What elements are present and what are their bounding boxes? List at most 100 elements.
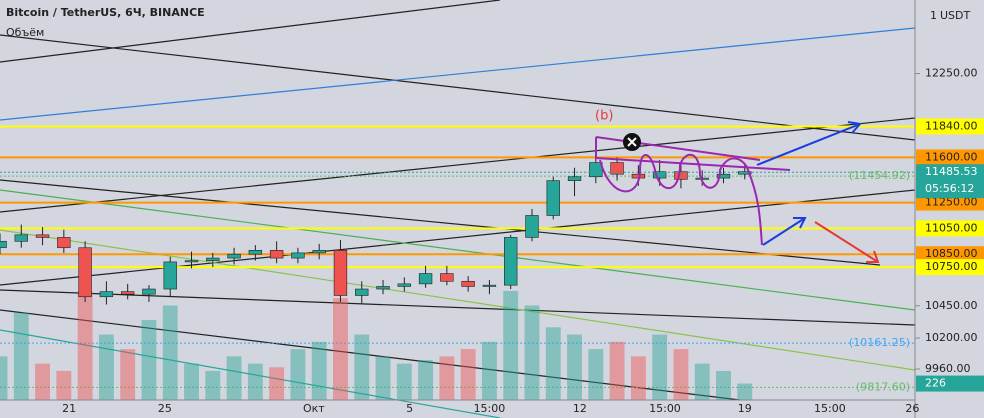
- volume-bar: [439, 356, 455, 400]
- triangle: [595, 137, 791, 171]
- level-label: 11050.00: [925, 221, 978, 234]
- volume-bar: [716, 370, 731, 400]
- volume-bar: [354, 334, 370, 400]
- candle-body: [78, 247, 92, 298]
- candle-body: [716, 173, 731, 179]
- volume-tag-label: 226: [925, 377, 946, 390]
- volume-bar: [545, 327, 561, 400]
- candle-body: [269, 250, 284, 259]
- chart-title: Bitcoin / TetherUS, 6Ч, BINANCE: [6, 6, 205, 19]
- candle-body: [35, 234, 50, 238]
- volume-bar: [247, 363, 263, 400]
- volume-bar: [630, 356, 646, 400]
- x-tick-label: Окт: [303, 402, 325, 415]
- x-tick-label: 26: [905, 402, 919, 415]
- level-label: 11250.00: [925, 196, 978, 209]
- x-tick-label: 15:00: [474, 402, 506, 415]
- drawings: [0, 0, 916, 418]
- candle-body: [525, 215, 539, 238]
- level-tag: [916, 220, 984, 237]
- volume-bar: [120, 349, 136, 400]
- candle-body: [163, 261, 177, 290]
- candle-body: [397, 283, 411, 287]
- level-tag: [916, 259, 984, 276]
- candle-body: [546, 180, 560, 216]
- volume-bar: [141, 320, 157, 400]
- candle-body: [482, 284, 497, 287]
- trend-line: [0, 309, 741, 401]
- countdown: 05:56:12: [925, 182, 974, 195]
- candle-body: [440, 273, 454, 282]
- trend-line: [0, 189, 916, 286]
- x-tick-label: 25: [158, 402, 172, 415]
- note-label: (11454.92): [849, 169, 910, 182]
- level-tag: [916, 246, 984, 263]
- arrow-head: [866, 250, 880, 263]
- candle-body: [57, 237, 71, 249]
- level-tag: [916, 194, 984, 211]
- candle-body: [674, 171, 688, 180]
- arrow-head: [847, 121, 862, 134]
- level-tag: [916, 118, 984, 135]
- level-label: 10750.00: [925, 260, 978, 273]
- annotation: (b): [595, 109, 613, 124]
- candle-body: [418, 273, 433, 285]
- volume-bar: [652, 334, 668, 400]
- wave-path: [599, 153, 763, 246]
- note-label: (10161.25): [849, 336, 910, 349]
- trend-line: [0, 289, 916, 326]
- volume-bar: [588, 349, 604, 400]
- marker: [627, 137, 637, 147]
- candle-body: [248, 250, 263, 255]
- volume-bar: [205, 370, 221, 400]
- candle-body: [504, 237, 518, 286]
- last-price-tag: [916, 164, 984, 199]
- pattern-drawings: [595, 121, 880, 263]
- volume-bar: [694, 363, 710, 400]
- candle-body: [461, 280, 475, 287]
- volume-bar: [396, 363, 412, 400]
- axis-currency: USDT: [940, 9, 971, 22]
- volume-bar: [226, 356, 242, 400]
- volume-bar: [737, 383, 753, 400]
- volume-bar: [290, 349, 306, 400]
- level-tag: [916, 149, 984, 166]
- volume-bar: [609, 341, 625, 400]
- trend-line: [0, 179, 881, 266]
- plot-area: [0, 125, 915, 400]
- note-label: (9817.60): [856, 380, 910, 393]
- volume-bar: [481, 341, 497, 400]
- candle-body: [184, 260, 199, 263]
- volume-bar: [375, 356, 391, 400]
- volume-bar: [460, 349, 476, 400]
- level-label: 10850.00: [925, 247, 978, 260]
- candle-body: [0, 240, 7, 249]
- volume-bar: [13, 312, 29, 400]
- volume-bar: [673, 349, 689, 400]
- x-tick-label: 15:00: [649, 402, 681, 415]
- level-label: 11840.00: [925, 119, 978, 132]
- trend-line: [0, 189, 916, 311]
- last-price-label: 11485.53: [925, 165, 978, 178]
- candle-body: [14, 234, 28, 242]
- candle-body: [312, 250, 326, 254]
- candle-body: [738, 171, 752, 175]
- x-tick-label: 19: [738, 402, 752, 415]
- x-tick-label: 12: [573, 402, 587, 415]
- volume-bar: [0, 356, 8, 400]
- candle-body: [376, 286, 390, 290]
- candle-body: [227, 253, 241, 259]
- volume-legend: Объём: [6, 26, 44, 39]
- candle-body: [333, 250, 348, 296]
- volume-bar: [333, 298, 348, 400]
- volume-bar: [162, 305, 178, 400]
- volume-bar: [524, 305, 540, 400]
- x-tick-label: 5: [406, 402, 413, 415]
- y-tick-label: 9960.00: [925, 362, 971, 375]
- volume-bar: [418, 360, 434, 400]
- volume-bar: [56, 370, 72, 400]
- candle-body: [120, 291, 135, 295]
- volume-bar: [503, 290, 519, 400]
